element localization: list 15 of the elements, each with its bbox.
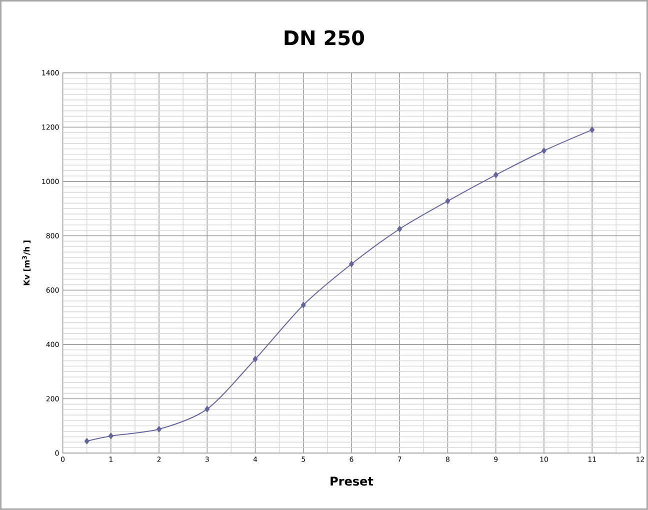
point	[493, 172, 498, 178]
point	[252, 356, 258, 362]
point	[204, 406, 210, 412]
chart-title: DN 250	[284, 30, 364, 46]
point	[542, 148, 546, 154]
y-axis-title: Kv [m$^{3}$/h ]	[22, 240, 31, 286]
point	[156, 426, 162, 432]
point	[108, 432, 114, 440]
point	[349, 260, 354, 268]
point	[445, 198, 450, 204]
point	[397, 226, 402, 232]
x-axis-title: Preset	[330, 476, 374, 486]
point	[84, 438, 90, 444]
point	[590, 126, 595, 134]
point	[300, 302, 306, 308]
